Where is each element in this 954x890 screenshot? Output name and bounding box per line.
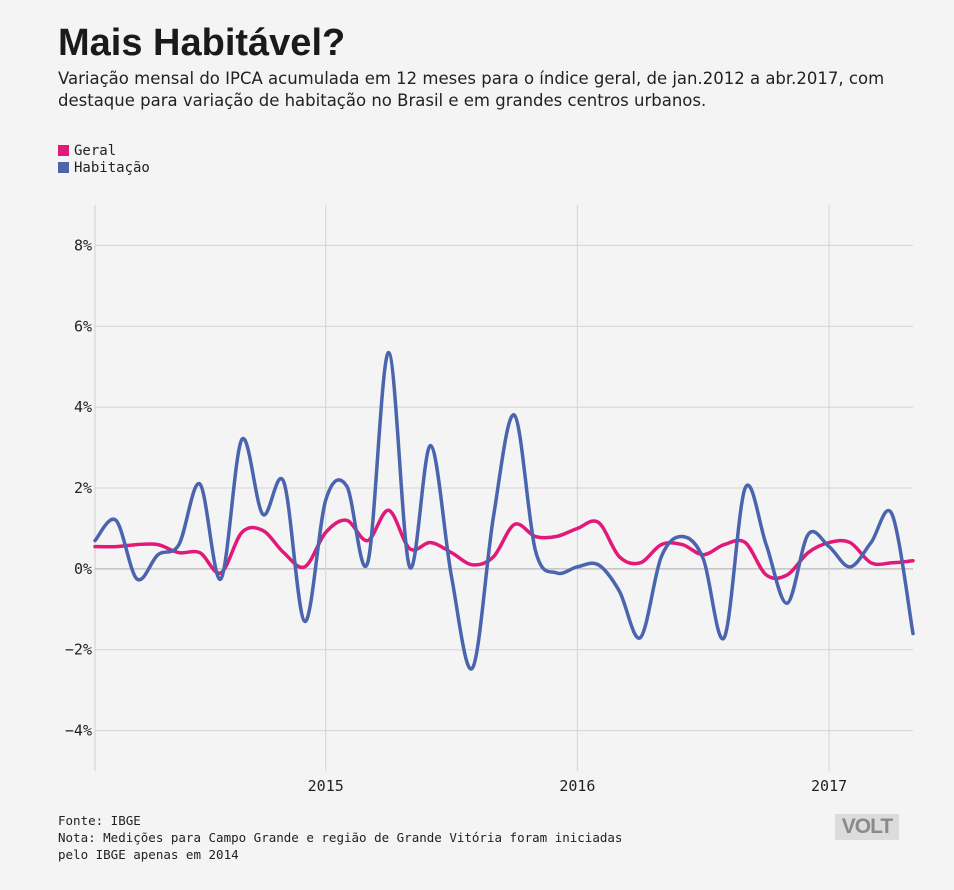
- volt-logo: VOLT: [835, 814, 899, 840]
- legend: Geral Habitação: [58, 142, 150, 176]
- y-tick-label: 4%: [74, 398, 92, 416]
- chart-subtitle: Variação mensal do IPCA acumulada em 12 …: [58, 69, 885, 110]
- y-tick-label: −2%: [65, 641, 92, 659]
- legend-swatch-geral: [58, 145, 69, 156]
- legend-swatch-habitacao: [58, 162, 69, 173]
- y-tick-label: 0%: [74, 560, 92, 578]
- line-chart: 8% 6% 4% 2% 0% −2% −4% 2015 2016 2017: [65, 205, 915, 795]
- series-line-habitacao: [93, 350, 915, 671]
- footer-note-line-2: pelo IBGE apenas em 2014: [58, 847, 239, 862]
- legend-item-geral: Geral: [58, 142, 150, 159]
- y-tick-label: 8%: [74, 236, 92, 254]
- y-tick-label: −4%: [65, 722, 92, 740]
- footer: Fonte: IBGE Nota: Medições para Campo Gr…: [58, 812, 622, 863]
- x-tick-label: 2015: [308, 777, 344, 795]
- x-tick-label: 2017: [811, 777, 847, 795]
- legend-label-habitacao: Habitação: [74, 159, 150, 176]
- legend-label-geral: Geral: [74, 142, 117, 159]
- footer-note-line-1: Nota: Medições para Campo Grande e regiã…: [58, 830, 623, 845]
- chart-title: Mais Habitável?: [58, 22, 346, 64]
- series-line-geral: [93, 508, 915, 581]
- x-tick-label: 2016: [559, 777, 595, 795]
- y-tick-label: 6%: [74, 317, 92, 335]
- footer-source: Fonte: IBGE: [58, 813, 141, 828]
- y-tick-label: 2%: [74, 479, 92, 497]
- legend-item-habitacao: Habitação: [58, 159, 150, 176]
